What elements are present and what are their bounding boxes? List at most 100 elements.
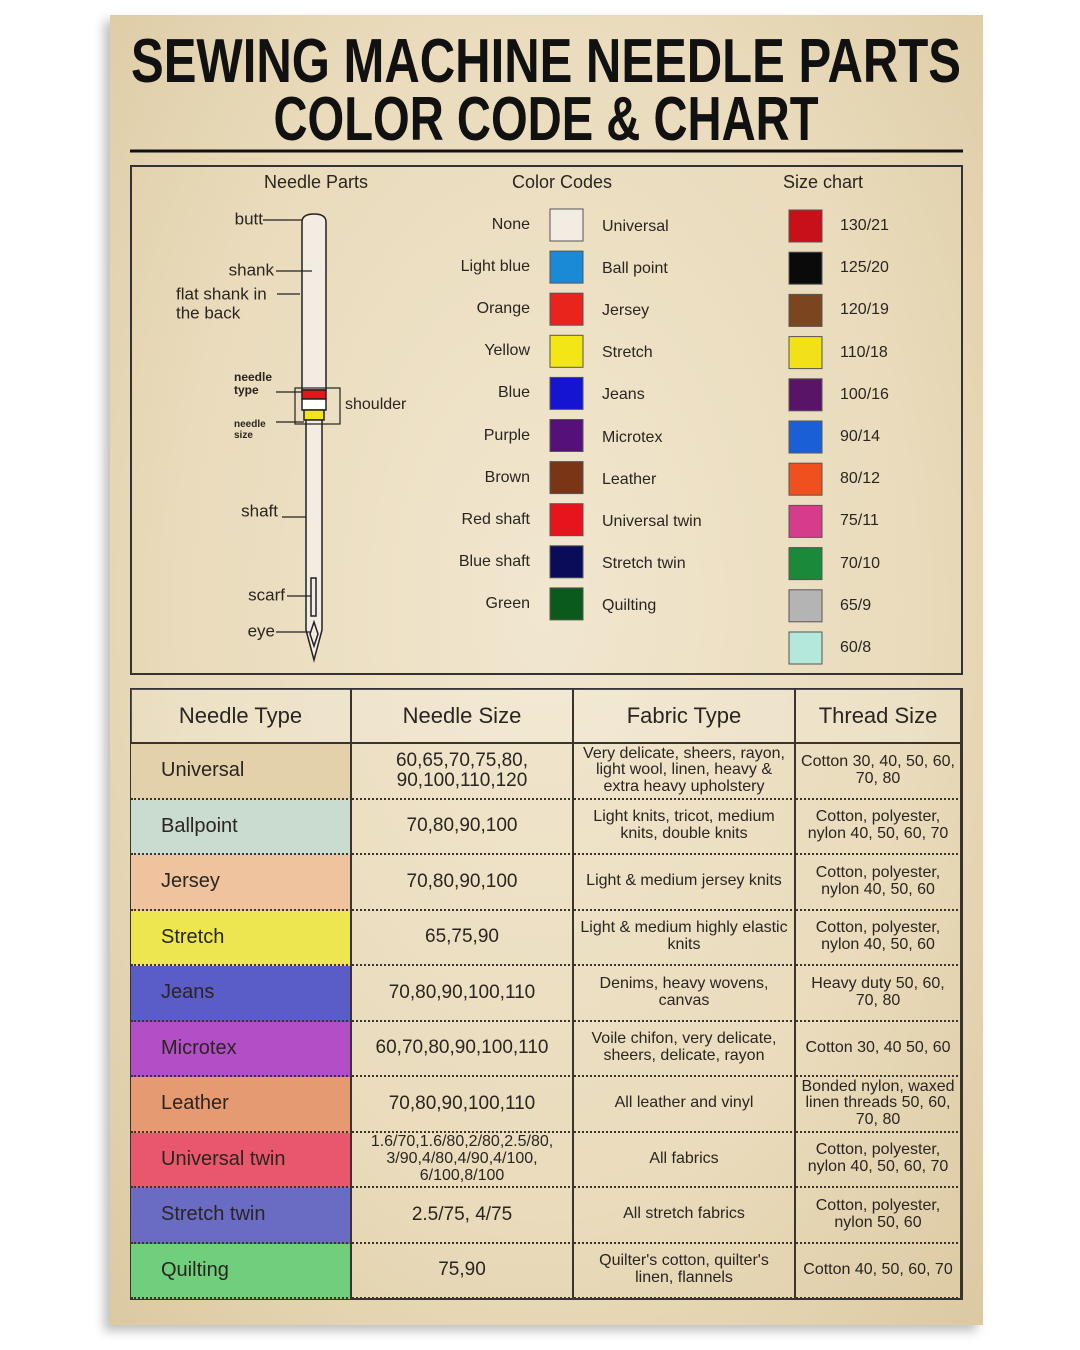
color-swatch xyxy=(549,334,584,368)
table-cell: Heavy duty 50, 60, 70, 80 xyxy=(796,966,962,1022)
needle-type-name: Jeans xyxy=(602,386,645,404)
needle-size-label: 75/11 xyxy=(840,512,879,530)
needle-part-label: shaft xyxy=(241,501,278,521)
table-cell: Cotton 30, 40 50, 60 xyxy=(796,1021,962,1077)
table-header: Fabric Type xyxy=(574,689,796,744)
needle-part-label: shank xyxy=(228,260,274,280)
color-swatch xyxy=(549,208,584,242)
size-swatch xyxy=(788,589,823,623)
needle-part-label: scarf xyxy=(248,585,285,605)
needle-size-label: 100/16 xyxy=(840,386,889,403)
size-swatch xyxy=(788,547,823,581)
size-swatch xyxy=(788,336,823,370)
color-swatch xyxy=(549,587,584,621)
leader-lines xyxy=(263,219,312,633)
table-cell: Microtex xyxy=(131,1021,352,1077)
needle-size-label: 65/9 xyxy=(840,597,872,614)
color-code-name: Light blue xyxy=(460,258,530,276)
table-cell: Light & medium jersey knits xyxy=(574,855,796,911)
color-swatch xyxy=(549,376,584,410)
color-swatch xyxy=(549,419,584,452)
color-swatch xyxy=(549,250,584,284)
table-cell: Cotton, polyester, nylon 40, 50, 60, 70 xyxy=(796,799,962,855)
table-cell: Light knits, tricot, medium knits, doubl… xyxy=(574,799,796,855)
table-cell: Denims, heavy wovens, canvas xyxy=(574,966,796,1022)
table-cell: 70,80,90,100,110 xyxy=(352,966,574,1022)
table-cell: Universal twin xyxy=(131,1132,352,1188)
table-cell: Cotton 30, 40, 50, 60, 70, 80 xyxy=(796,744,962,800)
section-heading: Size chart xyxy=(782,172,864,193)
table-cell: Cotton, polyester, nylon 40, 50, 60 xyxy=(796,855,962,911)
table-cell: Cotton 40, 50, 60, 70 xyxy=(796,1243,962,1299)
table-cell: Stretch twin xyxy=(131,1188,352,1244)
title-line: COLOR CODE & CHART xyxy=(274,85,819,154)
size-swatch xyxy=(788,209,823,243)
size-swatch xyxy=(788,504,823,538)
table-cell: Leather xyxy=(131,1077,352,1133)
table-cell: Ballpoint xyxy=(131,799,352,855)
needle-size-label: 60/8 xyxy=(840,639,872,657)
needle-part-label: flat shank in the back xyxy=(176,284,267,322)
table-cell: 70,80,90,100,110 xyxy=(352,1077,574,1133)
table-header: Needle Size xyxy=(352,689,574,744)
color-code-name: Purple xyxy=(483,426,530,444)
table-cell: Quilter's cotton, quilter's linen, flann… xyxy=(574,1243,796,1299)
needle-type-name: Universal xyxy=(602,218,669,236)
needle-part-label: shoulder xyxy=(345,396,407,414)
size-swatch xyxy=(788,378,823,412)
color-code-name: Green xyxy=(485,595,530,613)
needle-type-name: Microtex xyxy=(602,428,663,446)
size-swatch xyxy=(788,462,823,496)
table-cell: Stretch xyxy=(131,910,352,966)
table-cell: All fabrics xyxy=(574,1132,796,1188)
table-cell: Cotton, polyester, nylon 40, 50, 60 xyxy=(796,910,962,966)
table-cell: 75,90 xyxy=(352,1243,574,1299)
title-line: SEWING MACHINE NEEDLE PARTS xyxy=(131,27,961,96)
table-cell: Cotton, polyester, nylon 40, 50, 60, 70 xyxy=(796,1132,962,1188)
color-code-name: Yellow xyxy=(484,342,530,360)
needle-type-name: Stretch twin xyxy=(602,555,686,572)
diagram-frame xyxy=(130,165,963,675)
color-code-name: Brown xyxy=(484,468,530,486)
table-cell: Very delicate, sheers, rayon, light wool… xyxy=(574,744,796,800)
needle-size-label: 125/20 xyxy=(840,259,889,277)
needle-type-name: Universal twin xyxy=(602,512,702,530)
table-cell: Cotton, polyester, nylon 50, 60 xyxy=(796,1188,962,1244)
needle-size-label: 120/19 xyxy=(840,301,889,319)
table-cell: All leather and vinyl xyxy=(574,1077,796,1133)
table-cell: Bonded nylon, waxed linen threads 50, 60… xyxy=(796,1077,962,1133)
table-cell: 60,65,70,75,80, 90,100,110,120 xyxy=(352,744,574,800)
section-heading: Needle Parts xyxy=(263,172,369,193)
color-code-name: Blue shaft xyxy=(458,553,530,570)
needle-size-label: 70/10 xyxy=(840,554,881,572)
table-cell: Jeans xyxy=(131,966,352,1022)
needle-part-label: needle type xyxy=(234,369,273,397)
needle-type-name: Jersey xyxy=(602,302,650,320)
size-swatch xyxy=(788,420,823,454)
table-cell: 65,75,90 xyxy=(352,910,574,966)
needle-size-label: 130/21 xyxy=(840,217,889,235)
table-cell: 1.6/70,1.6/80,2/80,2.5/80, 3/90,4/80,4/9… xyxy=(352,1132,574,1188)
table-cell: 70,80,90,100 xyxy=(352,799,574,855)
size-swatch xyxy=(788,251,823,285)
needle-size-label: 80/12 xyxy=(840,470,881,488)
needle xyxy=(294,213,341,663)
table-cell: Jersey xyxy=(131,855,352,911)
needle-type-name: Ball point xyxy=(602,260,668,278)
needle-part-label: eye xyxy=(247,621,275,641)
table-cell: All stretch fabrics xyxy=(574,1188,796,1244)
table-cell: Light & medium highly elastic knits xyxy=(574,910,796,966)
color-code-name: Blue xyxy=(497,384,530,402)
table-cell: Voile chifon, very delicate, sheers, del… xyxy=(574,1021,796,1077)
color-code-name: Red shaft xyxy=(461,510,530,528)
color-swatch xyxy=(549,461,584,495)
needle-part-label: needle size xyxy=(234,419,266,441)
section-heading: Color Codes xyxy=(511,172,613,193)
needle-type-name: Stretch xyxy=(602,344,653,362)
needle-type-name: Quilting xyxy=(602,597,657,615)
needle-size-label: 110/18 xyxy=(840,343,888,361)
table-cell: 70,80,90,100 xyxy=(352,855,574,911)
table-cell: 2.5/75, 4/75 xyxy=(352,1188,574,1244)
